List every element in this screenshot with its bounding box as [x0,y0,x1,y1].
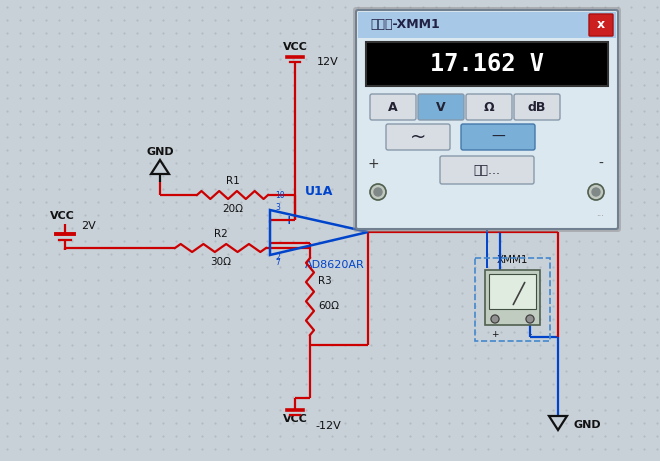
Text: —: — [491,130,505,144]
Text: 20Ω: 20Ω [222,204,243,214]
FancyBboxPatch shape [386,124,450,150]
FancyBboxPatch shape [489,274,536,309]
Text: VCC: VCC [282,414,308,424]
FancyBboxPatch shape [461,124,535,150]
Text: VCC: VCC [282,42,308,52]
FancyBboxPatch shape [418,94,464,120]
Text: +: + [491,330,499,339]
FancyBboxPatch shape [358,12,616,38]
Text: 12V: 12V [317,57,339,67]
Text: AD8620AR: AD8620AR [305,260,365,270]
Text: XMM1: XMM1 [496,255,528,265]
FancyBboxPatch shape [440,156,534,184]
Text: GND: GND [573,420,601,430]
FancyBboxPatch shape [466,94,512,120]
Text: GND: GND [146,147,174,157]
Text: 30Ω: 30Ω [210,257,231,267]
Text: 17.162 V: 17.162 V [430,52,544,76]
FancyBboxPatch shape [589,14,613,36]
Text: ~: ~ [410,128,426,147]
Text: 1: 1 [360,213,365,222]
Circle shape [491,315,499,323]
Circle shape [370,184,386,200]
Text: 万用表-XMM1: 万用表-XMM1 [370,18,440,31]
Text: V: V [436,100,446,113]
FancyBboxPatch shape [353,7,621,232]
FancyBboxPatch shape [370,94,416,120]
FancyBboxPatch shape [485,270,540,325]
Text: ···: ··· [596,212,604,221]
Text: +: + [367,157,379,171]
Text: U1A: U1A [305,185,333,198]
Text: x: x [597,18,605,31]
Circle shape [374,188,382,196]
FancyBboxPatch shape [356,10,618,229]
Text: +: + [284,213,294,226]
Text: 2V: 2V [81,221,96,231]
Text: 设置...: 设置... [473,164,500,177]
Circle shape [526,315,534,323]
Text: -: - [599,157,603,171]
Circle shape [592,188,600,196]
Text: A: A [388,100,398,113]
FancyBboxPatch shape [514,94,560,120]
Text: R2: R2 [214,229,228,239]
Text: -: - [284,236,289,249]
Text: R3: R3 [318,276,332,286]
Text: -12V: -12V [315,421,341,431]
FancyBboxPatch shape [366,42,608,86]
Text: Ω: Ω [484,100,494,113]
Circle shape [588,184,604,200]
Text: 3: 3 [275,203,280,212]
Text: VCC: VCC [50,211,75,221]
Text: 7: 7 [275,258,280,267]
Text: R1: R1 [226,176,240,186]
Text: 10: 10 [275,191,284,200]
Text: dB: dB [528,100,546,113]
Text: 2: 2 [275,253,280,262]
Text: -: - [529,330,531,339]
Text: 60Ω: 60Ω [318,301,339,311]
